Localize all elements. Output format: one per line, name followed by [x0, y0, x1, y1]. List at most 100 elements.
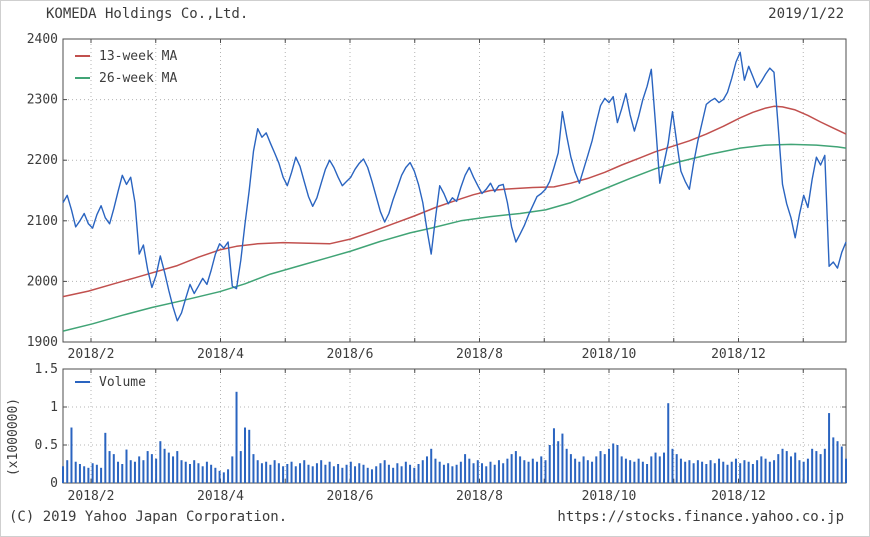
volume-bar [548, 445, 551, 483]
axis-ticks [63, 38, 846, 484]
volume-bar [447, 463, 450, 483]
volume-x-tick-label: 2018/10 [582, 489, 637, 504]
volume-bar [315, 463, 318, 483]
price-line [62, 51, 847, 322]
volume-bar [205, 461, 208, 483]
volume-bar [823, 448, 826, 483]
volume-bar [701, 461, 704, 483]
volume-bar [768, 461, 771, 483]
volume-bar [595, 456, 598, 483]
volume-bar [811, 448, 814, 483]
volume-bar [400, 466, 403, 483]
price-x-tick-label: 2018/6 [327, 347, 374, 362]
volume-bar [510, 454, 513, 483]
volume-bar [777, 454, 780, 483]
price-x-tick-label: 2018/4 [197, 347, 244, 362]
volume-bar [379, 463, 382, 483]
volume-bar [235, 391, 238, 483]
price-x-tick-label: 2018/10 [582, 347, 637, 362]
volume-bar [607, 448, 610, 483]
volume-bar [696, 460, 699, 483]
volume-bar [197, 463, 200, 483]
volume-y-tick-label: 1 [50, 400, 58, 415]
volume-bar [773, 460, 776, 483]
volume-bar [675, 454, 678, 483]
volume-bar [620, 456, 623, 483]
volume-bar [756, 460, 759, 483]
volume-bar [108, 451, 111, 483]
price-y-tick-label: 2200 [27, 153, 58, 168]
volume-bar [163, 448, 166, 483]
volume-bar [375, 466, 378, 483]
volume-bar [531, 458, 534, 483]
volume-bar [734, 458, 737, 483]
volume-bar [832, 437, 835, 483]
volume-dash-icon [75, 381, 90, 383]
volume-x-tick-label: 2018/6 [327, 489, 374, 504]
volume-bar [502, 463, 505, 483]
legend-item-volume: Volume [75, 373, 146, 391]
volume-bar [138, 456, 141, 483]
volume-bar [629, 460, 632, 483]
volume-bar [485, 466, 488, 483]
volume-bar [646, 464, 649, 483]
ma26-dash-icon [75, 77, 90, 79]
volume-bar [214, 467, 217, 483]
volume-bar [345, 464, 348, 483]
volume-bar [481, 463, 484, 483]
volume-bar [277, 463, 280, 483]
price-y-tick-label: 1900 [27, 335, 58, 350]
volume-bar [404, 461, 407, 483]
volume-bar [519, 456, 522, 483]
volume-bar [311, 466, 314, 483]
volume-bar [633, 461, 636, 483]
volume-bar [243, 427, 246, 483]
volume-bar [387, 464, 390, 483]
volume-bar [332, 466, 335, 483]
volume-bar [370, 469, 373, 483]
price-x-tick-label: 2018/12 [711, 347, 766, 362]
volume-bar [557, 441, 560, 483]
volume-frame [62, 368, 847, 484]
volume-bar [506, 458, 509, 483]
volume-bar [222, 472, 225, 483]
volume-bar [679, 458, 682, 483]
volume-bar [540, 456, 543, 483]
volume-bar [392, 467, 395, 483]
volume-bar [290, 461, 293, 483]
volume-x-tick-label: 2018/12 [711, 489, 766, 504]
copyright-text: (C) 2019 Yahoo Japan Corporation. [9, 509, 288, 525]
volume-bar [167, 452, 170, 483]
volume-bar [320, 460, 323, 483]
legend-label-ma26: 26-week MA [99, 70, 178, 86]
volume-bar [459, 461, 462, 483]
volume-bar [282, 466, 285, 483]
volume-bar [256, 460, 259, 483]
volume-bar [409, 464, 412, 483]
price-y-tick-label: 2000 [27, 274, 58, 289]
volume-bar [641, 461, 644, 483]
page-title: KOMEDA Holdings Co.,Ltd. [46, 6, 249, 22]
legend-label-ma13: 13-week MA [99, 48, 178, 64]
volume-bar [663, 452, 666, 483]
volume-bar [201, 466, 204, 483]
volume-bar [328, 461, 331, 483]
volume-bar [785, 451, 788, 483]
volume-bar [751, 464, 754, 483]
volume-bars [62, 391, 847, 483]
volume-bar [117, 461, 120, 483]
volume-bar [95, 464, 98, 483]
ma13-line [62, 105, 847, 298]
volume-bar [396, 463, 399, 483]
volume-bar [709, 460, 712, 483]
volume-bar [227, 469, 230, 483]
volume-bar [129, 460, 132, 483]
volume-bar [591, 461, 594, 483]
volume-bar [637, 458, 640, 483]
volume-bar [781, 448, 784, 483]
volume-bar [472, 463, 475, 483]
volume-bar [74, 461, 77, 483]
volume-bar [104, 432, 107, 483]
volume-bar [62, 466, 64, 483]
